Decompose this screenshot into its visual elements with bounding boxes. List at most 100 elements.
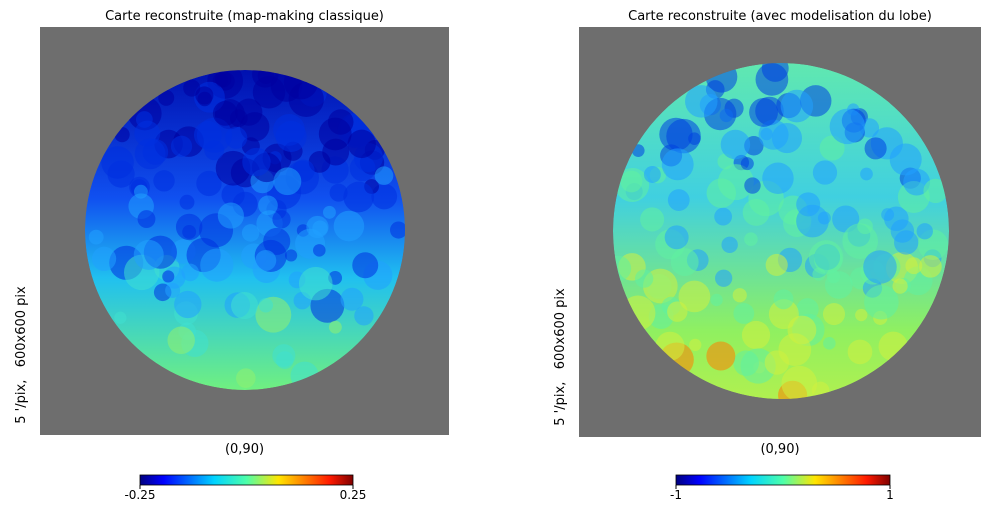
sky-map — [85, 70, 405, 390]
map-blob — [666, 118, 701, 154]
map-blob — [720, 129, 751, 160]
map-blob — [808, 240, 844, 275]
map-blob — [327, 109, 354, 135]
map-blob — [212, 100, 238, 126]
map-blob — [661, 148, 694, 181]
map-blob — [204, 140, 225, 161]
map-blob — [732, 288, 747, 303]
map-blob — [689, 338, 702, 352]
map-blob — [881, 208, 895, 222]
map-blob — [706, 341, 736, 371]
map-blob — [390, 221, 405, 239]
sky-map — [613, 63, 949, 399]
map-blob — [340, 287, 364, 311]
map-blob — [174, 290, 202, 319]
map-blob — [273, 167, 302, 196]
map-blob — [162, 270, 175, 283]
map-blob — [258, 195, 278, 216]
map-blob — [741, 320, 771, 350]
map-blob — [195, 86, 214, 105]
map-blob — [847, 339, 873, 365]
map-blob — [916, 223, 933, 240]
map-blob — [181, 263, 200, 282]
map-blob — [272, 210, 291, 229]
x-label: (0,90) — [225, 442, 264, 457]
map-blob — [744, 177, 761, 194]
map-blob — [892, 278, 908, 294]
x-label: (0,90) — [760, 442, 799, 457]
map-blob — [153, 170, 175, 192]
map-blob — [137, 210, 156, 228]
map-blob — [196, 117, 233, 153]
map-blob — [328, 320, 342, 334]
map-blob — [923, 178, 948, 204]
map-blob — [664, 225, 689, 250]
map-blob — [796, 204, 829, 238]
y-label: 5 '/pix, 600x600 pix — [553, 288, 568, 426]
map-blob — [733, 303, 755, 324]
map-blob — [855, 308, 868, 322]
map-blob — [670, 248, 699, 277]
map-blob — [133, 239, 164, 270]
map-blob — [329, 183, 348, 202]
map-blob — [217, 202, 244, 229]
map-blob — [255, 249, 277, 271]
map-blob — [733, 350, 759, 376]
map-blob — [200, 248, 234, 282]
map-blob — [721, 236, 738, 254]
map-blob — [640, 207, 665, 232]
map-blob — [685, 85, 718, 118]
map-blob — [288, 81, 324, 118]
map-blob — [678, 280, 711, 313]
map-blob — [740, 157, 754, 171]
map-blob — [860, 167, 873, 181]
map-blob — [241, 224, 260, 242]
map-blob — [158, 89, 175, 106]
map-blob — [829, 108, 866, 145]
map-blob — [758, 119, 789, 150]
map-blob — [214, 70, 232, 88]
map-blob — [239, 112, 270, 142]
map-blob — [864, 284, 899, 320]
colorbar-tick-label: 1 — [886, 488, 894, 502]
colorbar — [675, 474, 891, 486]
map-blob — [343, 181, 375, 213]
map-blob — [778, 333, 812, 366]
map-blob — [863, 250, 897, 284]
map-blob — [715, 269, 733, 287]
map-blob — [170, 135, 193, 157]
map-blob — [765, 253, 788, 277]
map-blob — [347, 129, 376, 159]
colorbar-tick-label: -1 — [670, 488, 682, 502]
map-blob — [354, 306, 374, 326]
map-blob — [196, 170, 222, 197]
map-blob — [258, 298, 274, 313]
panel-title: Carte reconstruite (avec modelisation du… — [628, 9, 932, 24]
map-blob — [374, 166, 394, 186]
map-blob — [215, 150, 251, 186]
map-blob — [134, 138, 166, 170]
map-blob — [114, 311, 127, 324]
map-blob — [284, 249, 298, 262]
map-blob — [706, 178, 737, 208]
map-blob — [634, 269, 654, 288]
map-blob — [167, 326, 195, 355]
map-blob — [667, 189, 690, 211]
map-blob — [165, 282, 181, 298]
colorbar — [139, 474, 354, 486]
map-blob — [762, 162, 794, 194]
map-blob — [615, 167, 650, 202]
map-blob — [182, 224, 197, 239]
map-blob — [179, 194, 195, 210]
map-blob — [857, 218, 873, 235]
map-blob — [773, 289, 794, 310]
map-blob — [231, 292, 259, 320]
map-blob — [272, 344, 296, 368]
map-blob — [823, 337, 836, 350]
map-blob — [812, 160, 838, 185]
map-blob — [755, 63, 789, 96]
map-blob — [236, 368, 256, 388]
map-blob — [613, 255, 632, 281]
map-blob — [667, 301, 688, 322]
